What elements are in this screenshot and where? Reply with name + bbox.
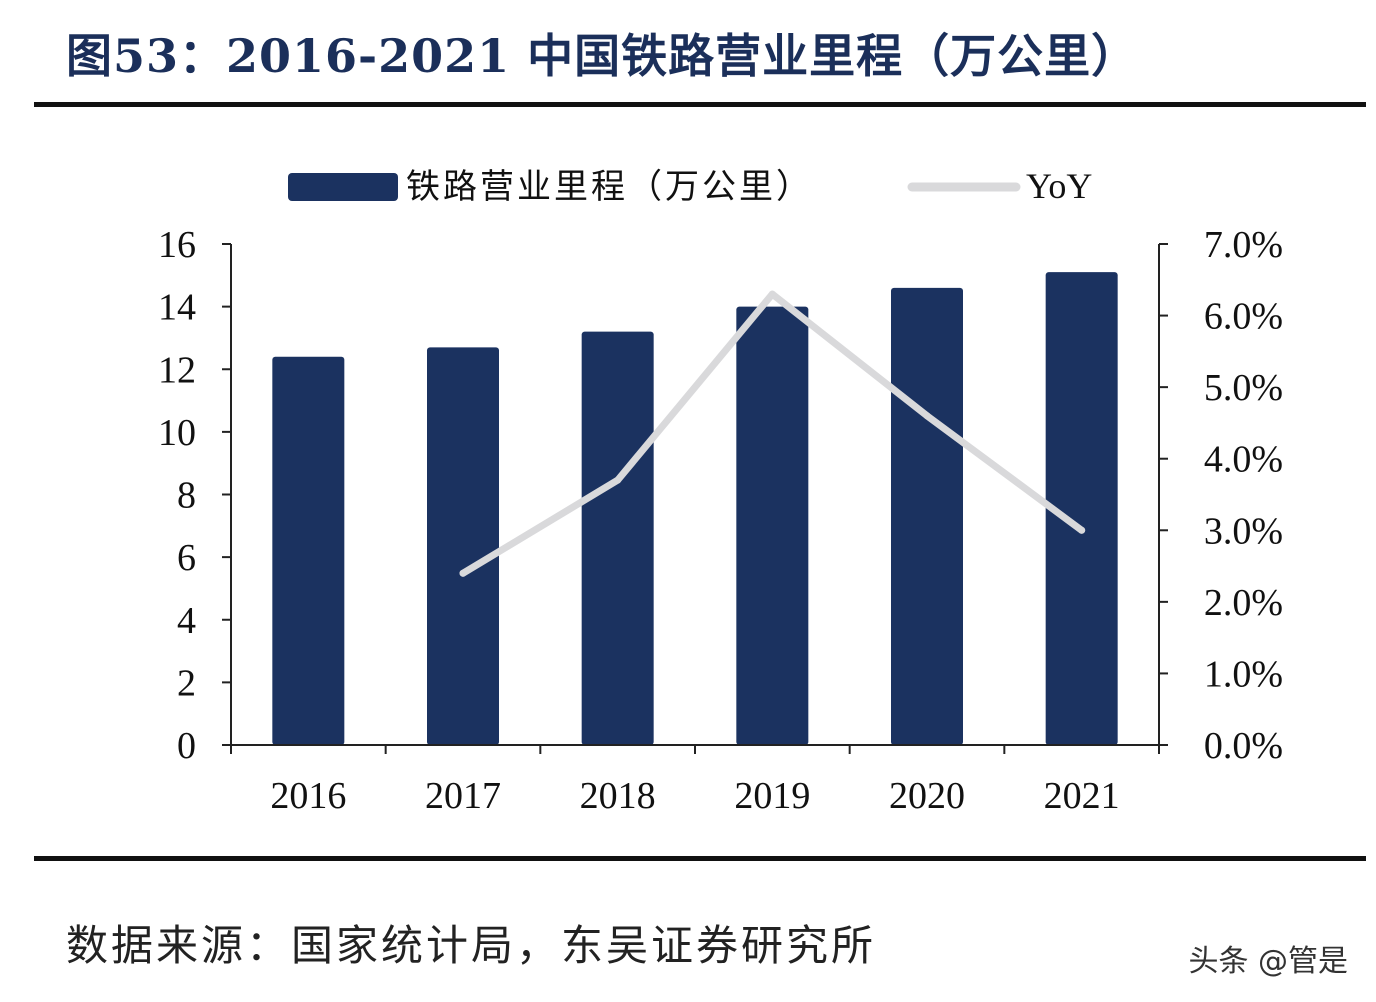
bar xyxy=(736,306,809,745)
yoy-point xyxy=(768,290,776,298)
yoy-point xyxy=(923,412,931,420)
bottom-divider xyxy=(34,856,1366,861)
yoy-point xyxy=(1078,526,1086,534)
legend-label-bar: 铁路营业里程（万公里） xyxy=(406,168,813,206)
left-tick-label: 10 xyxy=(158,412,196,454)
legend-swatch-bar xyxy=(288,173,398,201)
figure-title: 图53：2016-2021 中国铁路营业里程（万公里） xyxy=(66,29,1139,83)
watermark: 头条 @管是 xyxy=(1188,944,1348,979)
top-divider xyxy=(34,102,1366,107)
x-tick-label: 2017 xyxy=(425,775,501,817)
yoy-point xyxy=(614,476,622,484)
x-tick-label: 2020 xyxy=(889,775,965,817)
x-tick-label: 2018 xyxy=(580,775,656,817)
bar-series xyxy=(272,272,1118,745)
left-tick-label: 0 xyxy=(177,725,196,767)
right-tick-label: 5.0% xyxy=(1204,367,1283,409)
source-note: 数据来源：国家统计局，东吴证券研究所 xyxy=(66,921,877,970)
yoy-series xyxy=(459,290,1086,577)
right-tick-label: 2.0% xyxy=(1204,582,1283,624)
left-tick-label: 4 xyxy=(177,600,196,642)
x-tick-label: 2019 xyxy=(734,775,810,817)
bar xyxy=(1045,272,1118,745)
right-tick-label: 4.0% xyxy=(1204,439,1283,481)
bar xyxy=(272,356,345,745)
left-tick-label: 8 xyxy=(177,475,196,517)
right-tick-label: 0.0% xyxy=(1204,725,1283,767)
left-tick-label: 6 xyxy=(177,537,196,579)
legend: 铁路营业里程（万公里） YoY xyxy=(288,166,1092,206)
left-tick-label: 16 xyxy=(158,224,196,266)
left-tick-label: 12 xyxy=(158,349,196,391)
bar xyxy=(891,287,963,745)
axes: 0 2 4 6 8 10 12 14 16 0.0% 1.0% 2.0% 3.0% 4.0% 5.0% 6.0… xyxy=(158,224,1283,817)
right-tick-label: 7.0% xyxy=(1204,224,1283,266)
right-tick-label: 6.0% xyxy=(1204,296,1283,338)
left-tick-label: 2 xyxy=(177,662,196,704)
x-tick-label: 2021 xyxy=(1044,775,1120,817)
bar xyxy=(427,347,499,745)
right-tick-label: 1.0% xyxy=(1204,653,1283,695)
x-tick-label: 2016 xyxy=(270,775,346,817)
bar xyxy=(581,331,654,745)
yoy-point xyxy=(459,569,467,577)
left-tick-label: 14 xyxy=(158,287,196,329)
right-tick-label: 3.0% xyxy=(1204,510,1283,552)
legend-label-line: YoY xyxy=(1026,166,1092,206)
